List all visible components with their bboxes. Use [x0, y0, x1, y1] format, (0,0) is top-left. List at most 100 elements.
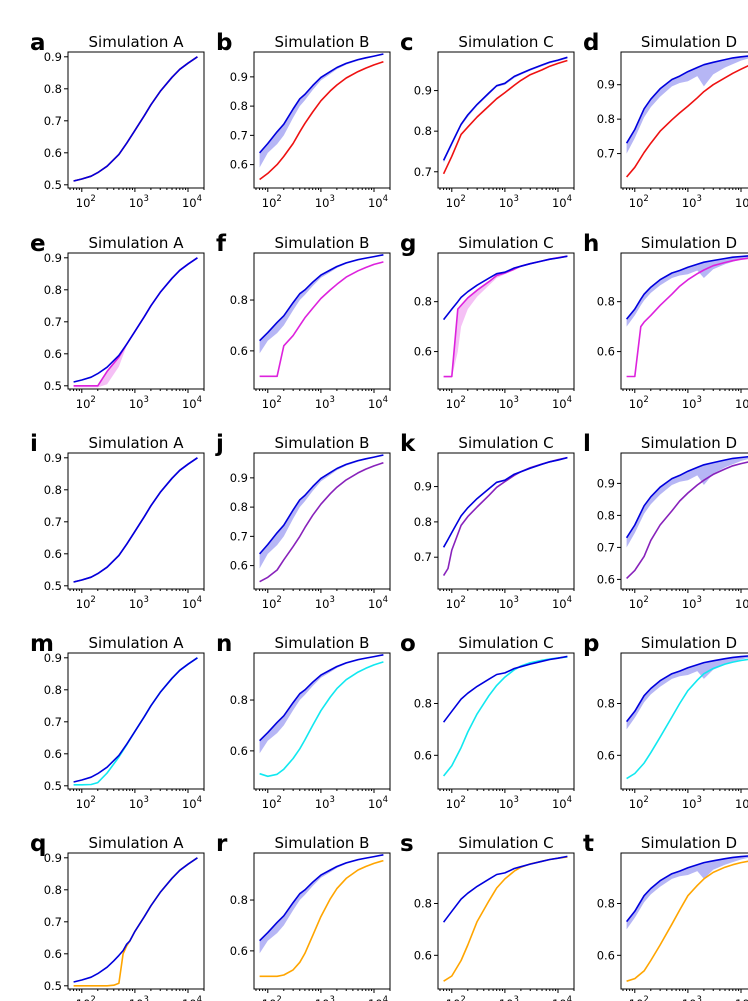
panel-letter: d: [583, 30, 599, 56]
series-line-reference: [73, 257, 198, 383]
plot-area: [442, 855, 568, 982]
plot-area: [259, 654, 384, 778]
x-tick-label: 104: [552, 795, 572, 811]
axes-frame: [253, 652, 391, 790]
panel-letter: r: [216, 831, 228, 857]
series-line-reference: [73, 457, 198, 583]
x-tick-label: 104: [552, 995, 572, 1001]
panel-c: c Simulation C 0.7 0.8 0.9 102 103 104: [400, 30, 575, 210]
panel-title: Simulation D: [641, 434, 737, 452]
plot-area: [73, 457, 198, 583]
series-line-comparison: [73, 257, 198, 387]
series-line-comparison: [259, 661, 384, 778]
y-tick-label: 0.7: [44, 915, 62, 929]
x-tick-label: 104: [552, 595, 572, 611]
axes-frame: [67, 452, 205, 590]
x-tick-label: 104: [368, 795, 388, 811]
x-tick-label: 104: [368, 595, 388, 611]
x-tick-label: 103: [499, 995, 519, 1001]
x-tick-label: 104: [735, 795, 748, 811]
plot-area: [625, 455, 748, 579]
y-tick-label: 0.6: [44, 947, 62, 961]
x-tick-label: 103: [682, 995, 702, 1001]
panel-title: Simulation B: [275, 33, 370, 51]
x-tick-label: 103: [682, 795, 702, 811]
x-tick-label: 103: [129, 395, 149, 411]
plot-area: [73, 257, 198, 388]
x-tick-label: 103: [129, 995, 149, 1001]
series-line-comparison: [626, 860, 748, 982]
panel-letter: e: [30, 231, 46, 257]
plot-area: [73, 56, 198, 182]
y-tick-label: 0.8: [414, 295, 432, 309]
y-tick-label: 0.8: [414, 515, 432, 529]
panel-letter: s: [400, 831, 414, 857]
series-line-comparison: [442, 456, 568, 577]
series-line-comparison: [73, 657, 198, 786]
panel-i: i Simulation A 0.5 0.6 0.7 0.8 0.9 102 103 104: [30, 431, 205, 611]
series-line-comparison: [73, 857, 198, 987]
panel-letter: k: [400, 431, 416, 457]
y-tick-label: 0.6: [230, 944, 248, 958]
panel-b: b Simulation B 0.6 0.7 0.8 0.9 102 103 104: [216, 30, 391, 210]
axes-frame: [620, 652, 748, 790]
y-tick-label: 0.6: [597, 572, 615, 586]
y-tick-label: 0.7: [44, 715, 62, 729]
plot-area: [625, 855, 748, 982]
axes-frame: [620, 452, 748, 590]
y-tick-label: 0.8: [597, 295, 615, 309]
y-tick-label: 0.6: [44, 347, 62, 361]
x-tick-label: 104: [368, 995, 388, 1001]
x-tick-label: 103: [129, 595, 149, 611]
y-tick-label: 0.8: [44, 683, 62, 697]
plot-area: [258, 454, 384, 583]
plot-area: [259, 254, 384, 378]
panel-letter: p: [583, 631, 599, 657]
band-reference: [259, 854, 384, 954]
series-line-reference: [625, 55, 748, 144]
panel-r: r Simulation B 0.6 0.8 102 103 104: [216, 831, 391, 1001]
y-tick-label: 0.8: [414, 124, 432, 138]
y-tick-label: 0.6: [230, 344, 248, 358]
y-tick-label: 0.8: [230, 893, 248, 907]
x-tick-label: 103: [315, 795, 335, 811]
panel-title: Simulation A: [89, 234, 185, 252]
y-tick-label: 0.8: [597, 897, 615, 911]
y-tick-label: 0.7: [44, 114, 62, 128]
y-tick-label: 0.7: [414, 165, 432, 179]
y-tick-label: 0.9: [44, 50, 62, 64]
x-tick-label: 103: [682, 194, 702, 210]
x-tick-label: 102: [76, 395, 96, 411]
band-reference: [626, 255, 748, 327]
y-tick-label: 0.8: [230, 693, 248, 707]
band-reference: [443, 57, 568, 163]
y-tick-label: 0.6: [414, 948, 432, 962]
y-tick-label: 0.9: [414, 84, 432, 98]
panel-letter: t: [583, 831, 594, 857]
plot-area: [625, 55, 748, 178]
axes-frame: [253, 852, 391, 990]
x-tick-label: 102: [76, 795, 96, 811]
panel-p: p Simulation D 0.6 0.8 102 103 104: [583, 631, 748, 811]
plot-area: [73, 657, 198, 786]
panel-letter: b: [216, 30, 232, 56]
x-tick-label: 103: [499, 395, 519, 411]
band-reference: [626, 656, 748, 730]
panel-letter: c: [400, 30, 414, 56]
y-tick-label: 0.7: [230, 128, 248, 142]
series-line-reference: [259, 654, 384, 742]
panel-j: j Simulation B 0.6 0.7 0.8 0.9 102 103 104: [215, 431, 391, 611]
axes-frame: [620, 51, 748, 189]
panel-letter: q: [30, 831, 46, 857]
x-tick-label: 104: [182, 595, 202, 611]
series-line-reference: [442, 855, 568, 923]
x-tick-label: 102: [262, 795, 282, 811]
x-tick-label: 102: [446, 795, 466, 811]
x-tick-label: 102: [446, 194, 466, 210]
panel-letter: m: [30, 631, 54, 657]
y-tick-label: 0.6: [230, 744, 248, 758]
panel-g: g Simulation C 0.6 0.8 102 103 104: [400, 231, 575, 411]
series-line-reference: [259, 854, 384, 942]
x-tick-label: 104: [182, 395, 202, 411]
y-tick-label: 0.7: [44, 315, 62, 329]
